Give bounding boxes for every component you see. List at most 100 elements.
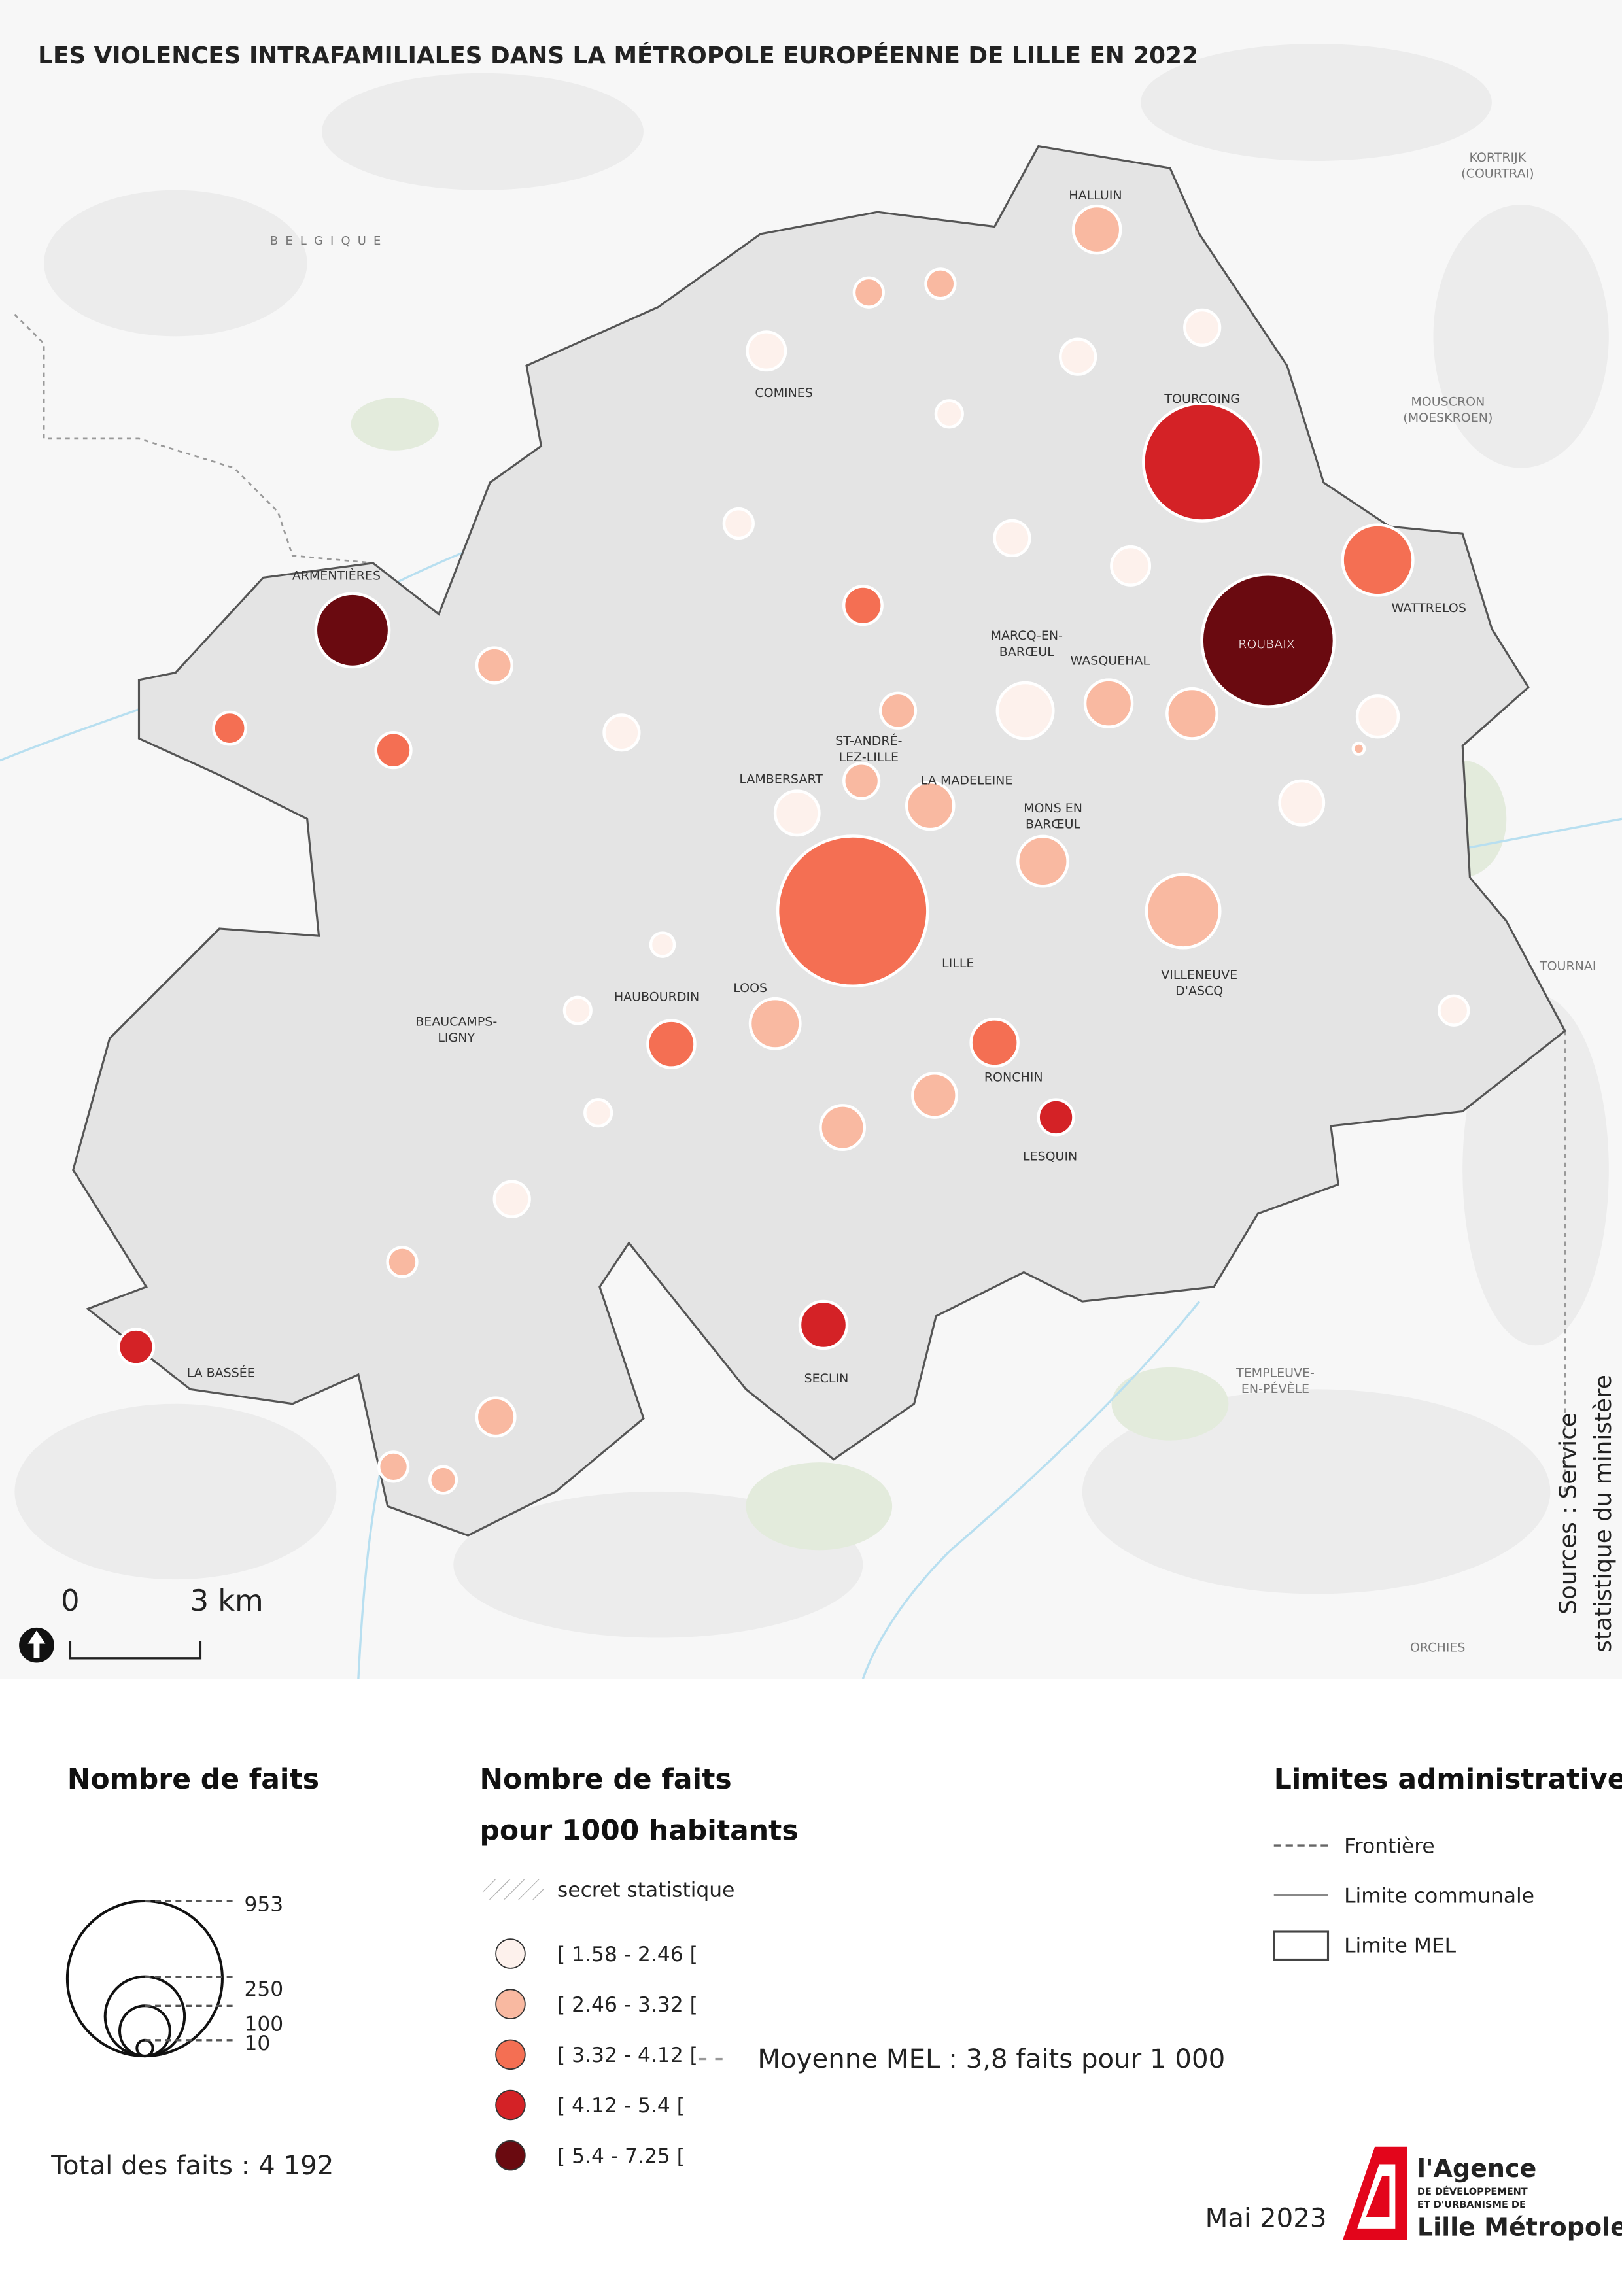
- date: Mai 2023: [1205, 2204, 1327, 2234]
- commune-circle: [748, 997, 802, 1050]
- size-legend-circle: [135, 2038, 154, 2058]
- legend-title: Nombre de faits: [67, 1764, 319, 1796]
- class-label: [ 3.32 - 4.12 [: [557, 2044, 698, 2067]
- scale-bar: [69, 1640, 202, 1660]
- commune-circle: [116, 1328, 156, 1366]
- commune-circle: [602, 713, 641, 752]
- commune-circle: [1071, 204, 1122, 255]
- circle-layer: [116, 204, 1470, 1495]
- sources: statistique du ministère: [1590, 1375, 1617, 1653]
- limit-label: Frontière: [1344, 1834, 1435, 1858]
- commune-circle: [1058, 337, 1097, 376]
- place-label: LILLE: [942, 956, 974, 970]
- commune-circle: [969, 1018, 1020, 1068]
- secret-swatch: [482, 1879, 544, 1900]
- scale-end: 3 km: [190, 1583, 264, 1618]
- commune-circle: [934, 399, 964, 429]
- size-legend-label: 250: [244, 1978, 283, 2001]
- commune-circle: [852, 276, 885, 309]
- commune-circle: [649, 931, 676, 958]
- logo-text: Lille Métropole: [1417, 2212, 1622, 2241]
- commune-circle: [1278, 779, 1326, 827]
- limit-label: Limite communale: [1344, 1884, 1534, 1908]
- average-label: Moyenne MEL : 3,8 faits pour 1 000: [757, 2044, 1225, 2074]
- size-legend-label: 10: [244, 2032, 270, 2055]
- place-label: WATTRELOS: [1392, 601, 1466, 615]
- place-label: LESQUIN: [1023, 1149, 1077, 1163]
- commune-circle: [212, 710, 247, 746]
- limit-label: Limite MEL: [1344, 1934, 1457, 1957]
- commune-circle: [374, 731, 413, 770]
- place-label: ST-ANDRÉ-: [835, 733, 902, 748]
- place-labels: HALLUIN COMINES TOURCOING WATTRELOS ARMENTIÈ…: [187, 150, 1596, 1655]
- map-title: LES VIOLENCES INTRAFAMILIALES DANS LA MÉ…: [38, 42, 1198, 69]
- commune-circle: [583, 1098, 613, 1128]
- place-label: TEMPLEUVE-: [1235, 1365, 1315, 1380]
- secret-label: secret statistique: [557, 1878, 734, 1902]
- size-legend-circle: [65, 1900, 224, 2058]
- class-swatch: [495, 2140, 526, 2171]
- commune-circle: [995, 681, 1055, 740]
- place-label: SECLIN: [804, 1371, 849, 1386]
- commune-circle: [646, 1019, 697, 1069]
- place-label: KORTRIJK: [1470, 150, 1527, 165]
- class-label: [ 5.4 - 7.25 [: [557, 2144, 685, 2168]
- commune-circle: [428, 1465, 458, 1495]
- class-swatch: [495, 1989, 526, 2019]
- commune-circle: [878, 691, 918, 730]
- place-label: BEAUCAMPS-: [415, 1015, 497, 1029]
- commune-circle: [1142, 402, 1263, 523]
- commune-circle: [1110, 545, 1152, 587]
- place-label: BARŒUL: [999, 645, 1054, 659]
- north-arrow: [19, 1627, 54, 1663]
- logo-text: DE DÉVELOPPEMENT: [1417, 2185, 1528, 2197]
- place-label: (COURTRAI): [1461, 167, 1534, 181]
- place-label: LAMBERSART: [739, 772, 823, 786]
- size-legend-label: 100: [244, 2012, 283, 2036]
- place-label: MONS EN: [1024, 801, 1082, 815]
- place-label: LOOS: [733, 981, 767, 995]
- place-label: HAUBOURDIN: [614, 990, 699, 1004]
- commune-circle: [492, 1180, 531, 1218]
- class-swatch: [495, 2089, 526, 2121]
- class-label: [ 2.46 - 3.32 [: [557, 1993, 698, 2017]
- border: [14, 313, 373, 564]
- size-legend-circle: [118, 2004, 171, 2058]
- commune-circle: [993, 519, 1031, 558]
- commune-circle: [1183, 308, 1222, 347]
- commune-circle: [819, 1104, 867, 1152]
- commune-circle: [773, 789, 821, 837]
- commune-circle: [377, 1450, 410, 1483]
- commune-circle: [924, 267, 957, 300]
- place-label: RONCHIN: [984, 1071, 1043, 1085]
- place-label: ARMENTIÈRES: [292, 568, 381, 583]
- commune-circle: [911, 1071, 958, 1119]
- scale-start: 0: [61, 1583, 79, 1618]
- mel-swatch: [1273, 1930, 1330, 1961]
- place-label: D'ASCQ: [1175, 984, 1223, 999]
- class-swatch: [495, 1938, 526, 1969]
- class-swatch: [495, 2039, 526, 2070]
- commune-circle: [1083, 678, 1134, 728]
- legend-title: Nombre de faits: [480, 1764, 732, 1796]
- commune-circle: [1016, 834, 1069, 888]
- size-legend-circle: [103, 1975, 186, 2058]
- logo: l'Agence DE DÉVELOPPEMENT ET D'URBANISME…: [1342, 2146, 1622, 2241]
- logo-text: ET D'URBANISME DE: [1417, 2200, 1526, 2210]
- place-label: (MOESKROEN): [1403, 411, 1493, 425]
- place-label: MOUSCRON: [1411, 394, 1485, 409]
- commune-circle: [722, 507, 755, 540]
- place-label: LIGNY: [438, 1031, 475, 1045]
- total: Total des faits : 4 192: [50, 2151, 334, 2181]
- commune-circle: [1341, 523, 1415, 597]
- class-label: [ 1.58 - 2.46 [: [557, 1943, 698, 1966]
- size-legend-label: 953: [244, 1893, 283, 1917]
- place-label: MARCQ-EN-: [991, 628, 1063, 643]
- place-label: VILLENEUVE: [1161, 968, 1237, 982]
- place-label: ORCHIES: [1410, 1641, 1465, 1655]
- place-label: LA MADELEINE: [921, 774, 1013, 788]
